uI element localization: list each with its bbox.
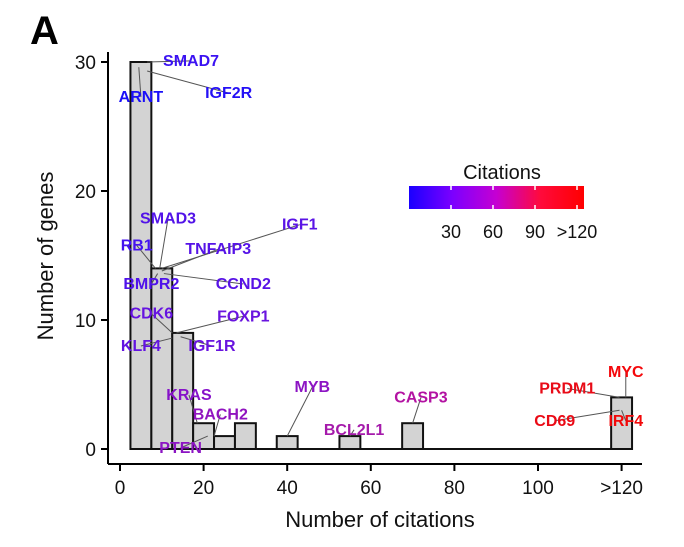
- y-axis-title: Number of genes: [33, 172, 58, 341]
- gene-label: SMAD3: [140, 210, 196, 227]
- y-tick-label: 0: [85, 440, 96, 461]
- gene-label: MYC: [608, 364, 644, 381]
- y-ticks: 0 10 20 30: [75, 53, 108, 461]
- leader-line: [163, 273, 244, 285]
- gene-label: TNFAIP3: [185, 241, 251, 258]
- leader-line: [621, 410, 627, 421]
- gene-label: ARNT: [119, 89, 164, 106]
- leader-line: [412, 397, 422, 424]
- leader-line: [151, 313, 173, 334]
- x-axis-title: Number of citations: [285, 507, 475, 532]
- histogram-bar: [129, 61, 153, 450]
- leader-line: [161, 248, 219, 272]
- leader-line: [286, 387, 313, 437]
- x-tick-label: 100: [522, 478, 554, 499]
- gene-leader-lines: [136, 60, 627, 449]
- x-tick-label: 20: [193, 478, 214, 499]
- citations-legend: Citations 30 60 90 >120: [409, 162, 597, 242]
- gene-label: PRDM1: [539, 381, 595, 398]
- leader-line: [147, 70, 229, 94]
- histogram-bar: [233, 422, 257, 451]
- gene-label: PTEN: [159, 440, 202, 457]
- leader-line: [136, 245, 156, 269]
- panel-label: A: [30, 9, 59, 53]
- leader-line: [159, 218, 169, 269]
- gene-label: IGF1: [282, 217, 318, 234]
- histogram-bar: [150, 267, 174, 450]
- legend-tick-label: >120: [557, 222, 598, 242]
- gene-label: BMPR2: [123, 276, 179, 293]
- gene-label: SMAD7: [163, 53, 219, 70]
- bars: [129, 61, 634, 451]
- leader-line: [567, 388, 620, 398]
- leader-line: [161, 224, 300, 269]
- leader-line: [147, 60, 192, 63]
- leader-line: [138, 67, 142, 98]
- x-tick-label: 60: [360, 478, 381, 499]
- legend-title: Citations: [463, 162, 541, 184]
- leader-line: [180, 336, 213, 347]
- gene-label: CASP3: [394, 390, 447, 407]
- gene-labels: SMAD7 ARNT IGF2R SMAD3 IGF1 RB1 TNFAIP3 BMPR2 CC…: [119, 53, 644, 457]
- leader-line: [213, 414, 221, 437]
- gene-label: IRF4: [608, 413, 643, 430]
- leader-line: [150, 273, 159, 285]
- legend-colorbar: [409, 186, 584, 209]
- gene-label: IGF2R: [205, 85, 253, 102]
- axes: [107, 52, 642, 465]
- leader-line: [176, 315, 244, 334]
- gene-label: BACH2: [193, 406, 248, 423]
- leader-line: [140, 337, 173, 347]
- histogram-bar: [401, 422, 425, 451]
- gene-label: FOXP1: [217, 308, 270, 325]
- gene-label: KLF4: [121, 338, 161, 355]
- y-tick-label: 10: [75, 311, 96, 332]
- leader-line: [554, 409, 620, 422]
- gene-label: CCND2: [216, 276, 271, 293]
- gene-label: KRAS: [166, 387, 212, 404]
- gene-label: RB1: [121, 237, 153, 254]
- y-tick-label: 20: [75, 182, 96, 203]
- leader-line: [188, 394, 198, 424]
- legend-tick-label: 90: [525, 222, 545, 242]
- x-tick-label: 40: [277, 478, 298, 499]
- gene-label: IGF1R: [188, 338, 236, 355]
- histogram-bar: [213, 435, 236, 451]
- gene-label: CD69: [534, 413, 575, 430]
- x-ticks: 0 20 40 60 80 100 >120: [115, 464, 643, 499]
- leader-line: [180, 435, 208, 449]
- x-tick-label: >120: [600, 478, 643, 499]
- x-tick-label: 0: [115, 478, 126, 499]
- legend-tick-label: 30: [441, 222, 461, 242]
- x-tick-label: 80: [444, 478, 465, 499]
- legend-ticks: 30 60 90 >120: [441, 186, 597, 242]
- gene-label: MYB: [294, 379, 330, 396]
- gene-label: CDK6: [130, 306, 174, 323]
- legend-tick-label: 60: [483, 222, 503, 242]
- leader-line: [349, 429, 355, 437]
- histogram-bar: [275, 435, 299, 451]
- gene-label: BCL2L1: [324, 422, 385, 439]
- y-tick-label: 30: [75, 53, 96, 74]
